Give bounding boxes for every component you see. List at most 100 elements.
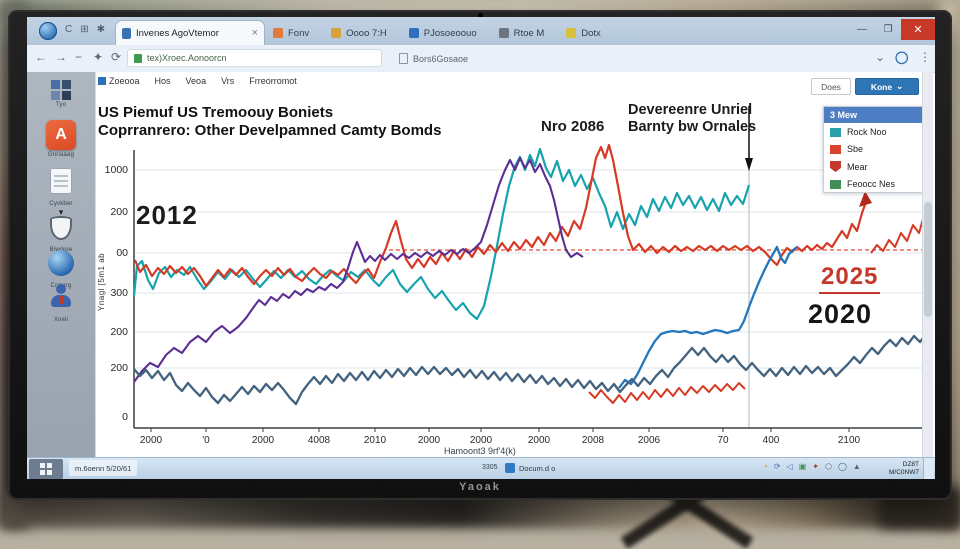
window-minimize-button[interactable]: — xyxy=(849,24,875,35)
taskbar-item-date[interactable]: m.6oenn 5/20/61 xyxy=(69,460,137,476)
menu-item[interactable]: Zoeooa xyxy=(98,76,140,86)
menu-item-label: Frreorromot xyxy=(249,76,297,86)
reload-icon[interactable]: ⟳ xyxy=(111,50,121,64)
scrollbar-thumb[interactable] xyxy=(924,202,932,317)
system-tray: ◔ ⟳ ◁ ▣ ✦ ⬡ ◯ ▲ xyxy=(763,462,861,471)
inactive-tab-label: Rtoe M xyxy=(514,28,545,39)
inactive-tab[interactable]: Dotx xyxy=(566,28,601,39)
active-tab-label: Invenes AgoVtemor xyxy=(136,28,248,39)
inactive-tab[interactable]: Rtoe M xyxy=(499,28,545,39)
sidebar-item-app-grid[interactable]: Tyo xyxy=(27,76,95,108)
url-box[interactable]: tex)Xroec.Aonoorcn xyxy=(127,49,382,67)
tab-favicon xyxy=(499,28,509,38)
event-down-arrow-icon xyxy=(745,158,753,171)
taskbar-count: 3305 xyxy=(482,464,498,471)
legend-color-chip xyxy=(830,180,841,189)
legend-item[interactable]: Mear xyxy=(824,157,928,175)
monitor: C ⊞ ✱ Invenes AgoVtemor × Fonv Oooo 7:H PJos… xyxy=(8,10,952,500)
legend-item[interactable]: Sbe xyxy=(824,140,928,157)
primary-button[interactable]: Kone ⌄ xyxy=(855,78,919,95)
x-tick-label: 2008 xyxy=(573,435,613,446)
tray-icon[interactable]: ⬡ xyxy=(825,462,832,471)
clock-line1: DZ8T xyxy=(869,461,919,469)
inactive-tab-label: Dotx xyxy=(581,28,601,39)
legend-item[interactable]: Rock Noo xyxy=(824,123,928,140)
y-tick-label: 0 xyxy=(98,411,128,423)
taskbar-clock[interactable]: DZ8T M/C0NW7 xyxy=(869,461,919,477)
pinned-tab-icon[interactable]: ✱ xyxy=(97,24,105,35)
series-purple-line xyxy=(134,158,583,382)
menu-item[interactable]: Hos xyxy=(155,76,171,86)
x-tick-label: 4008 xyxy=(299,435,339,446)
y-tick-label: 200 xyxy=(98,326,128,338)
browser-address-bar: ← → − ✦ ⟳ tex)Xroec.Aonoorcn Bors6Gosaoe… xyxy=(27,45,935,73)
y-axis-title: Ynagl [5m1 ab xyxy=(97,222,106,342)
sidebar-item-label: Tyo xyxy=(27,102,95,108)
red-up-arrow-icon xyxy=(859,191,872,207)
star-icon[interactable]: ✦ xyxy=(93,50,103,64)
inactive-tab[interactable]: PJosoeoouo xyxy=(409,28,477,39)
sidebar-item-orange-app[interactable]: A Gnriaaag xyxy=(27,120,95,158)
legend-item-label: Rock Noo xyxy=(847,127,887,137)
secondary-address[interactable]: Bors6Gosaoe xyxy=(399,53,468,64)
caret-down-icon: ⌄ xyxy=(896,81,903,92)
menu-item[interactable]: Veoa xyxy=(186,76,207,86)
x-tick-label: 2010 xyxy=(355,435,395,446)
tab-close-icon[interactable]: × xyxy=(252,27,258,39)
tray-icon[interactable]: ◯ xyxy=(838,462,847,471)
show-desktop-button[interactable] xyxy=(923,458,934,479)
menu-item[interactable]: Vrs xyxy=(221,76,234,86)
x-tick-label: 2000 xyxy=(409,435,449,446)
chart-svg xyxy=(96,95,935,463)
profile-ring-icon[interactable]: ◯ xyxy=(895,50,908,64)
sidebar-item-label: Gnriaaag xyxy=(27,152,95,158)
tray-icon[interactable]: ◁ xyxy=(787,462,793,471)
browser-tab-bar: C ⊞ ✱ Invenes AgoVtemor × Fonv Oooo 7:H PJos… xyxy=(27,17,935,45)
taskbar-item-document[interactable]: Docum.d o xyxy=(505,460,555,476)
minus-icon[interactable]: − xyxy=(75,50,82,64)
orange-app-icon: A xyxy=(46,120,76,150)
back-icon[interactable]: ← xyxy=(35,50,47,64)
scrollbar[interactable] xyxy=(922,72,933,457)
inactive-tab[interactable]: Oooo 7:H xyxy=(331,28,387,39)
pinned-tab-icon[interactable]: C xyxy=(65,24,72,35)
window-close-button[interactable]: ✕ xyxy=(901,19,935,40)
tray-icon[interactable]: ▲ xyxy=(853,462,861,471)
legend-item[interactable]: Feoocc Nes xyxy=(824,175,928,192)
legend-item-label: Feoocc Nes xyxy=(847,179,895,189)
window-maximize-button[interactable]: ❐ xyxy=(875,24,901,35)
series-blue-line xyxy=(619,247,797,388)
page-title-line2: Coprranrero: Other Develpamned Camty Bom… xyxy=(98,122,441,140)
document-app-icon xyxy=(505,463,515,473)
series-red-line xyxy=(135,145,867,286)
menu-item[interactable]: Frreorromot xyxy=(249,76,297,86)
y-tick-label: 200 xyxy=(98,362,128,374)
browser-logo-icon[interactable] xyxy=(39,22,57,40)
tray-icon[interactable]: ⟳ xyxy=(774,462,781,471)
start-button[interactable] xyxy=(29,459,63,479)
page-title: US Piemuf US Tremoouy Boniets Coprranrer… xyxy=(98,104,441,140)
dropdown-icon[interactable]: ⌄ xyxy=(875,50,885,64)
inactive-tab-label: Oooo 7:H xyxy=(346,28,387,39)
active-tab[interactable]: Invenes AgoVtemor × xyxy=(115,20,265,45)
sidebar-item-shield[interactable]: Biwrkoe xyxy=(27,216,95,253)
tray-icon[interactable]: ▣ xyxy=(799,462,807,471)
tray-icon[interactable]: ◔ xyxy=(763,462,768,471)
legend-header[interactable]: 3 Mew xyxy=(824,107,928,123)
series-slate-line xyxy=(134,329,931,404)
pinned-tab-icons[interactable]: C ⊞ ✱ xyxy=(65,24,105,35)
forward-icon[interactable]: → xyxy=(55,50,67,64)
secondary-button[interactable]: Does xyxy=(811,78,851,95)
kebab-menu-icon[interactable]: ⋮ xyxy=(919,50,931,64)
tray-icon[interactable]: ✦ xyxy=(812,462,819,471)
inactive-tab[interactable]: Fonv xyxy=(273,28,309,39)
tab-favicon xyxy=(331,28,341,38)
legend-color-chip xyxy=(830,145,841,154)
page-icon xyxy=(399,53,408,64)
pinned-tab-icon[interactable]: ⊞ xyxy=(80,24,88,35)
sidebar-item-person[interactable]: Xoeli xyxy=(27,284,95,323)
inactive-tabs: Fonv Oooo 7:H PJosoeoouo Rtoe M Dotx xyxy=(273,23,601,43)
